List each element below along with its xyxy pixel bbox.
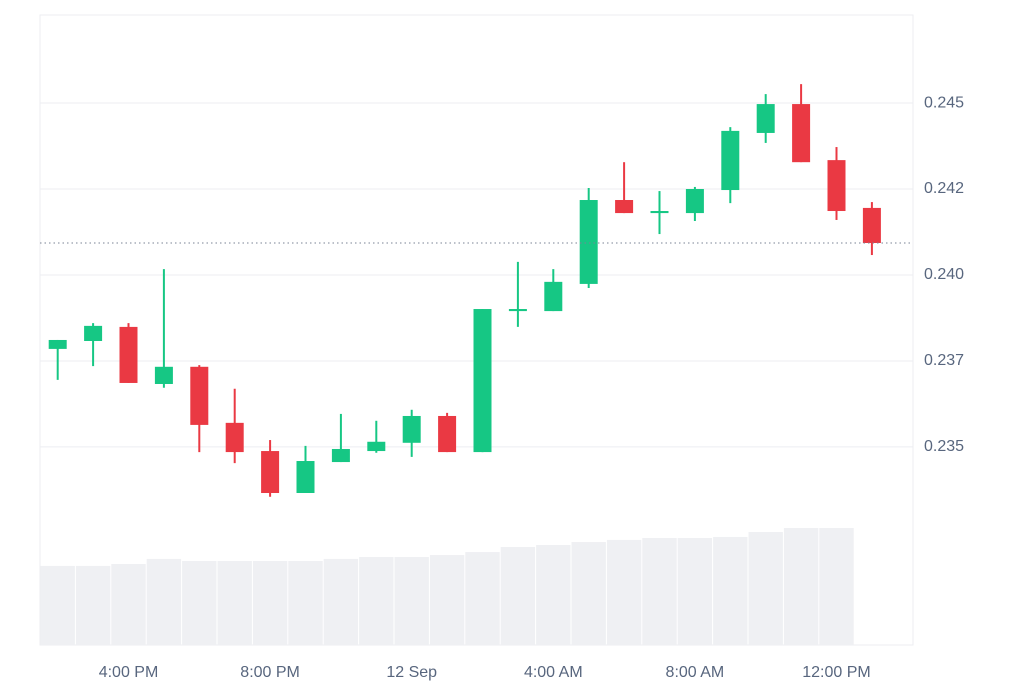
volume-bar: [111, 564, 146, 645]
volume-bar: [748, 532, 783, 645]
candle-body: [615, 200, 634, 214]
candle-body: [508, 309, 527, 312]
candle-body: [438, 415, 457, 453]
candle-body: [225, 422, 244, 453]
volume-bar: [713, 536, 748, 645]
volume-bar: [217, 561, 252, 645]
candle-body: [296, 461, 315, 494]
candle-body: [827, 160, 846, 212]
volume-bar: [465, 552, 500, 645]
volume-bar: [677, 538, 713, 645]
x-tick-label: 12 Sep: [386, 664, 437, 681]
y-tick-label: 0.245: [924, 94, 964, 111]
volume-bar: [783, 528, 819, 645]
candle-body: [48, 339, 67, 349]
volume-bar: [288, 561, 323, 645]
candle-body: [756, 104, 775, 133]
volume-bar: [536, 545, 571, 645]
candle-body: [685, 189, 704, 214]
volume-bar: [429, 555, 465, 645]
candle-body: [579, 200, 598, 284]
volume-bar: [359, 556, 394, 645]
candle-body: [190, 366, 209, 425]
volume-bar: [394, 556, 429, 645]
candle-body: [367, 441, 386, 452]
candle-body: [119, 326, 138, 383]
x-tick-label: 8:00 PM: [240, 664, 300, 681]
y-tick-label: 0.242: [924, 180, 964, 197]
candle-body: [473, 309, 492, 453]
candle-body: [862, 207, 881, 243]
candle-body: [792, 104, 811, 163]
candle-body: [84, 325, 103, 342]
volume-bar: [323, 558, 359, 645]
volume-bar: [500, 546, 536, 645]
volume-bar: [571, 542, 606, 645]
y-tick-label: 0.240: [924, 266, 964, 283]
x-tick-label: 8:00 AM: [666, 664, 725, 681]
x-tick-label: 4:00 PM: [99, 664, 159, 681]
volume-bar: [819, 528, 854, 645]
volume-bar: [606, 539, 642, 645]
volume-bar: [75, 565, 111, 645]
volume-bar: [642, 538, 677, 645]
candle-body: [331, 448, 350, 463]
volume-bar: [146, 558, 182, 645]
candle-body: [261, 451, 280, 494]
x-tick-label: 4:00 AM: [524, 664, 583, 681]
volume-bar: [182, 561, 217, 645]
candle-body: [154, 366, 173, 384]
candle-body: [721, 130, 740, 191]
y-tick-label: 0.235: [924, 438, 964, 455]
x-tick-label: 12:00 PM: [802, 664, 870, 681]
candle-body: [402, 415, 421, 443]
candle-body: [544, 281, 563, 312]
candle-body: [650, 211, 669, 214]
y-tick-label: 0.237: [924, 352, 964, 369]
volume-bar: [40, 565, 75, 645]
volume-bar: [252, 561, 288, 645]
